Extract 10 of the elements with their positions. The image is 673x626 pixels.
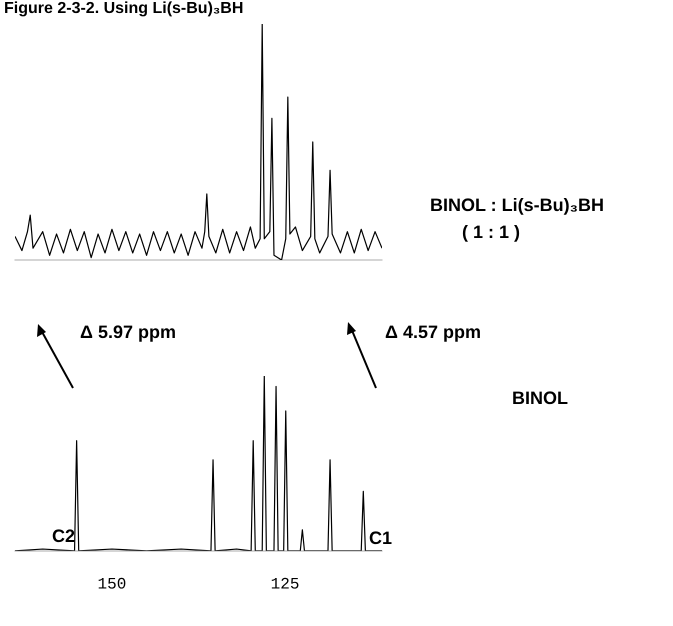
text: BINOL : Li(s-Bu)₃BH <box>430 195 604 216</box>
text: ( 1 : 1 ) <box>462 222 520 243</box>
x-tick-label: 125 <box>270 576 300 594</box>
chart-title: Figure 2-3-2. Using Li(s-Bu)₃BH <box>4 0 244 18</box>
text: BINOL <box>512 388 568 409</box>
text: Δ 4.57 ppm <box>385 322 481 343</box>
text: Δ 5.97 ppm <box>80 322 176 343</box>
annotation: C1 <box>369 528 392 549</box>
x-tick-label: 150 <box>98 576 126 594</box>
annotation: C2 <box>52 526 76 547</box>
